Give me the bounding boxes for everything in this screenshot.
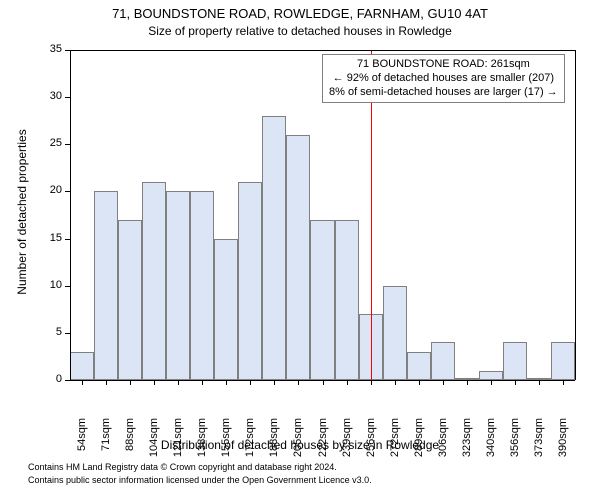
x-axis-title: Distribution of detached houses by size … [0,438,600,452]
chart-title-line1: 71, BOUNDSTONE ROAD, ROWLEDGE, FARNHAM, … [0,6,600,21]
histogram-bar [551,342,575,380]
y-tick-mark [65,191,70,192]
histogram-bar [335,220,359,380]
top-axis-line [70,50,575,51]
y-tick-label: 30 [0,90,62,102]
legend-box: 71 BOUNDSTONE ROAD: 261sqm← 92% of detac… [322,54,565,103]
x-tick-mark [467,380,468,385]
x-tick-mark [323,380,324,385]
x-tick-mark [82,380,83,385]
x-tick-mark [106,380,107,385]
x-tick-mark [178,380,179,385]
y-tick-label: 35 [0,43,62,55]
footer-line1: Contains HM Land Registry data © Crown c… [28,462,337,472]
legend-line3: 8% of semi-detached houses are larger (1… [329,86,558,100]
histogram-bar [407,352,431,380]
y-tick-mark [65,239,70,240]
x-tick-mark [443,380,444,385]
histogram-bar [94,191,118,380]
histogram-bar [503,342,527,380]
chart-title-line2: Size of property relative to detached ho… [0,24,600,38]
x-tick-mark [515,380,516,385]
x-tick-mark [563,380,564,385]
histogram-bar [118,220,142,380]
x-tick-mark [298,380,299,385]
histogram-bar [70,352,94,380]
histogram-bar [431,342,455,380]
footer-line2: Contains public sector information licen… [28,475,372,485]
y-tick-mark [65,50,70,51]
histogram-bar [286,135,310,380]
y-tick-mark [65,97,70,98]
legend-line2: ← 92% of detached houses are smaller (20… [329,72,558,86]
histogram-bar [383,286,407,380]
x-tick-mark [371,380,372,385]
y-tick-label: 0 [0,373,62,385]
y-tick-label: 20 [0,184,62,196]
right-axis-line [575,50,576,380]
histogram-bar [190,191,214,380]
histogram-bar [166,191,190,380]
x-tick-mark [539,380,540,385]
x-tick-mark [491,380,492,385]
histogram-bar [310,220,334,380]
x-tick-mark [395,380,396,385]
y-tick-mark [65,144,70,145]
histogram-bar [479,371,503,380]
x-tick-mark [419,380,420,385]
y-tick-label: 25 [0,137,62,149]
histogram-bar [142,182,166,380]
x-tick-mark [250,380,251,385]
histogram-bar [262,116,286,380]
x-tick-mark [154,380,155,385]
y-axis-title: Number of detached properties [15,112,29,312]
x-tick-mark [226,380,227,385]
y-tick-mark [65,380,70,381]
x-tick-mark [274,380,275,385]
legend-line1: 71 BOUNDSTONE ROAD: 261sqm [329,58,558,72]
x-tick-mark [202,380,203,385]
y-tick-label: 5 [0,326,62,338]
y-tick-label: 10 [0,279,62,291]
x-tick-mark [347,380,348,385]
x-tick-mark [130,380,131,385]
y-tick-mark [65,286,70,287]
y-tick-mark [65,333,70,334]
histogram-bar [214,239,238,380]
histogram-bar [238,182,262,380]
y-tick-label: 15 [0,232,62,244]
y-axis-line [70,50,71,380]
